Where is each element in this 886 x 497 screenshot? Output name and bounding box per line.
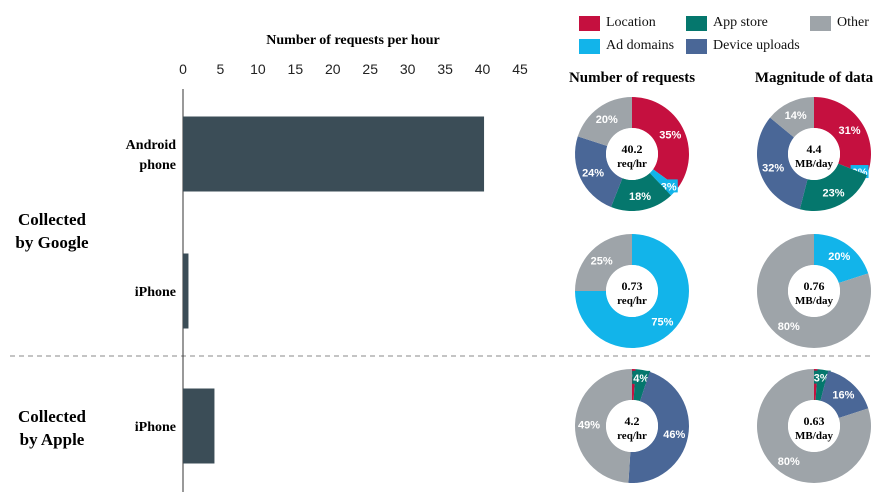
donut-slice-label: 4% (633, 373, 649, 385)
donut-center-unit: MB/day (795, 295, 833, 307)
bar (183, 253, 189, 329)
group-label-google-line1: Collected (18, 210, 87, 229)
donut-slice-label: 23% (823, 187, 845, 199)
category-label: iPhone (135, 285, 176, 300)
donut-charts: 35%3%18%24%20%40.2req/hr75%25%0.73req/hr… (574, 97, 872, 483)
x-tick-label: 40 (475, 61, 491, 77)
category-label: iPhone (135, 420, 176, 435)
legend-label: Ad domains (606, 38, 675, 53)
donut-slice-label: 24% (582, 167, 604, 179)
donut-slice (799, 163, 867, 212)
donut-slice (574, 369, 632, 483)
group-label-google-line2: by Google (15, 233, 89, 252)
bar-chart: 0 5 10 15 20 25 30 35 40 45 Android phone iPhone iPho… (126, 61, 528, 492)
legend-item-other: Other (810, 15, 869, 31)
donut-center-value: 40.2 (622, 142, 643, 156)
group-label-apple-line2: by Apple (20, 430, 85, 449)
donut-center-unit: req/hr (617, 295, 647, 307)
donut-slice (611, 172, 672, 211)
donut-slice-label: 16% (832, 390, 854, 402)
x-tick-label: 0 (179, 61, 187, 77)
legend-swatch-app-store (686, 15, 707, 31)
donut-slice-label: 20% (828, 251, 850, 263)
group-label-apple-line1: Collected (18, 407, 87, 426)
category-label: phone (139, 158, 176, 173)
donut-slice-label: 35% (659, 129, 681, 141)
x-tick-label: 20 (325, 61, 341, 77)
x-tick-label: 15 (288, 61, 304, 77)
donut-slice (770, 97, 814, 138)
x-tick-label: 25 (362, 61, 378, 77)
donut-center-unit: req/hr (617, 430, 647, 442)
donut-slice (628, 371, 690, 483)
bar-chart-title: Number of requests per hour (266, 33, 439, 48)
legend-item-location: Location (579, 15, 656, 31)
magnitude-column-header: Magnitude of data (755, 70, 874, 86)
donut-slice-label: 20% (596, 114, 618, 126)
donut-slice (820, 370, 869, 418)
donut-center-value: 4.4 (807, 142, 822, 156)
category-label: Android (126, 138, 177, 153)
requests-column-header: Number of requests (569, 70, 695, 86)
donut-center-value: 0.73 (622, 279, 643, 293)
donut-center-unit: MB/day (795, 430, 833, 442)
donut-slice (756, 369, 871, 483)
donut-slice (632, 97, 689, 188)
donut-small-label-box (632, 370, 651, 384)
donut-slice-label: 31% (839, 125, 861, 137)
legend-item-ad-domains: Ad domains (579, 38, 674, 54)
legend-label: App store (713, 15, 768, 30)
donut-slice-label: 18% (629, 191, 651, 203)
legend-swatch-ad-domains (579, 38, 600, 54)
legend-item-device-uploads: Device uploads (686, 38, 800, 54)
donut-hole (606, 400, 658, 452)
donut-slice-label: 46% (663, 429, 685, 441)
legend-label: Device uploads (713, 38, 800, 53)
donut-hole (788, 128, 840, 180)
donut-slice (577, 97, 632, 146)
x-tick-label: 30 (400, 61, 416, 77)
x-tick-label: 10 (250, 61, 266, 77)
donut-slice-label: 80% (778, 321, 800, 333)
donut-slice (756, 234, 871, 348)
donut-slice-label: 75% (651, 316, 673, 328)
donut-hole (788, 265, 840, 317)
donut-slice (814, 97, 872, 175)
x-tick-label: 5 (217, 61, 225, 77)
donut-center-value: 0.63 (804, 414, 825, 428)
donut-center-value: 0.76 (804, 279, 825, 293)
donut-center-unit: MB/day (795, 158, 833, 170)
bar (183, 388, 215, 464)
donut-hole (788, 400, 840, 452)
legend-label: Location (606, 15, 656, 30)
donut-center-unit: req/hr (617, 158, 647, 170)
donut-slice-label: 25% (591, 256, 613, 268)
donut-slice-label: 14% (785, 110, 807, 122)
legend-swatch-other (810, 15, 831, 31)
legend-item-app-store: App store (686, 15, 768, 31)
legend-label: Other (837, 15, 869, 30)
x-tick-label: 35 (437, 61, 453, 77)
donut-center-value: 4.2 (625, 414, 640, 428)
donut-hole (606, 265, 658, 317)
legend-swatch-location (579, 15, 600, 31)
x-tick-label: 45 (512, 61, 528, 77)
donut-slice-label: 32% (762, 162, 784, 174)
donut-hole (606, 128, 658, 180)
donut-slice (814, 234, 869, 283)
donut-slice-label: 80% (778, 456, 800, 468)
donut-slice (575, 234, 632, 291)
donut-slice-label: 49% (578, 420, 600, 432)
donut-slice (757, 117, 808, 210)
bar (183, 116, 485, 192)
donut-slice (575, 136, 623, 207)
donut-slice (575, 234, 689, 348)
legend-swatch-device-uploads (686, 38, 707, 54)
